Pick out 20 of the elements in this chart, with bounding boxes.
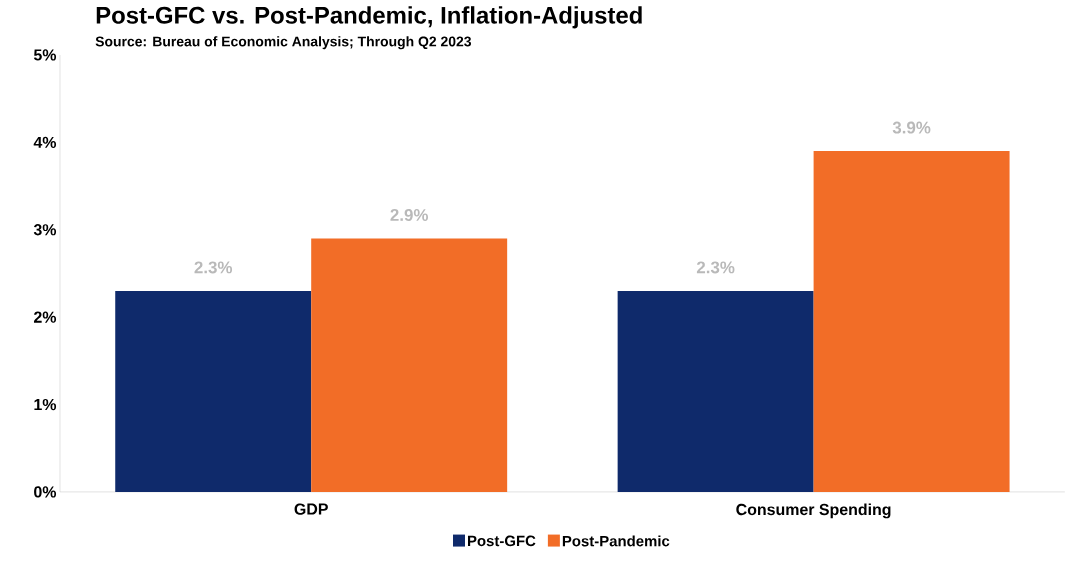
bar bbox=[311, 238, 508, 492]
y-tick-label: 1% bbox=[34, 398, 57, 411]
data-label: 2.3% bbox=[194, 261, 233, 274]
y-tick-label: 0% bbox=[34, 486, 57, 498]
bar bbox=[617, 290, 814, 492]
y-tick-label: 2% bbox=[33, 311, 57, 323]
bar bbox=[115, 290, 312, 492]
legend-label: Post-Pandemic bbox=[562, 535, 670, 547]
data-label: 3.9% bbox=[892, 121, 931, 134]
chart-title: Post-GFC vs. Post-Pandemic, Inflation-Adjusted bbox=[96, 6, 642, 29]
chart-subtitle: Source: Bureau of Economic Analysis; Through Q2 2023 bbox=[95, 36, 472, 50]
legend-label: Post-GFC bbox=[467, 535, 536, 547]
y-tick-label: 3% bbox=[33, 224, 57, 236]
y-tick-label: 4% bbox=[33, 136, 57, 149]
y-tick-label: 5% bbox=[33, 49, 57, 61]
x-tick-label: Consumer Spending bbox=[736, 503, 891, 519]
data-label: 2.9% bbox=[390, 209, 429, 222]
bar bbox=[813, 151, 1010, 492]
x-tick-label: GDP bbox=[294, 503, 328, 515]
data-label: 2.3% bbox=[696, 261, 735, 274]
